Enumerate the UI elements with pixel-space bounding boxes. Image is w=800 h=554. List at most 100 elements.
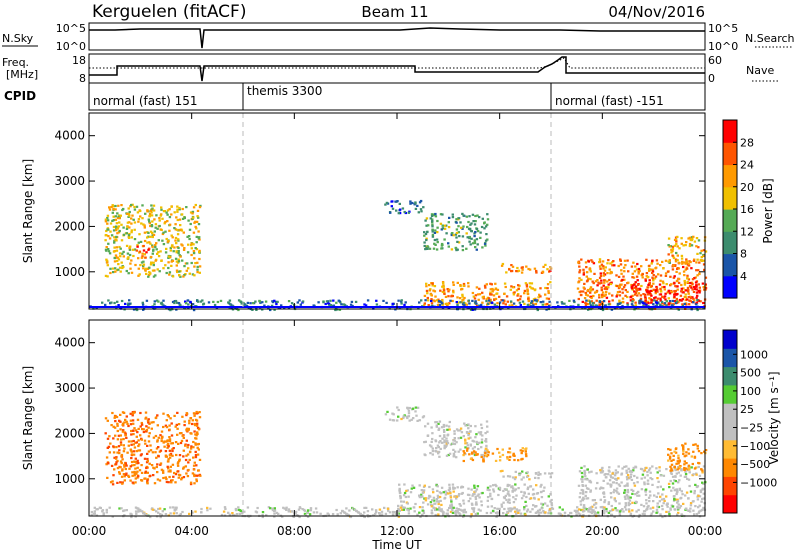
range-cell [521,300,525,303]
range-cell [484,225,488,228]
range-cell [460,492,464,495]
range-cell [669,507,672,510]
range-cell [121,422,125,425]
range-cell [167,481,170,484]
range-cell [184,458,188,462]
range-cell [693,285,696,289]
range-cell [132,422,135,425]
range-cell [698,291,701,294]
range-cell [196,271,199,274]
range-cell [468,228,472,231]
range-cell [699,509,702,512]
range-cell [677,278,681,281]
range-cell [93,506,96,509]
range-cell [683,463,686,466]
range-cell [154,244,157,247]
range-cell [629,296,632,299]
range-cell [187,443,190,447]
range-cell [459,508,462,511]
range-cell [592,509,595,512]
range-cell [676,235,679,238]
range-cell [168,453,172,457]
range-cell [655,467,658,470]
range-cell [682,446,685,449]
range-cell [475,488,479,491]
range-cell [447,290,450,293]
range-cell [112,271,115,274]
range-cell [699,490,703,494]
range-cell [607,303,611,306]
range-cell [637,272,640,275]
range-cell [508,458,511,461]
range-cell [662,497,666,501]
range-cell [407,509,410,512]
range-cell [699,300,702,303]
range-cell [503,488,507,491]
range-cell [117,268,120,271]
range-cell [677,462,680,465]
range-cell [197,448,200,451]
range-cell [530,287,533,290]
range-cell [378,508,382,511]
range-cell [500,503,503,506]
range-cell [508,455,512,458]
range-cell [404,301,407,304]
range-cell [480,438,484,441]
range-cell [169,246,172,250]
cpid-segment-label: normal (fast) -151 [555,94,664,108]
range-cell [625,471,628,474]
range-cell [437,508,440,511]
range-cell [589,489,592,492]
range-cell [689,502,693,505]
range-cell [120,261,123,264]
range-cell [480,303,483,306]
range-cell [165,480,169,484]
range-cell [127,212,131,215]
range-cell [601,291,605,294]
range-cell [131,464,134,467]
range-cell [175,242,178,245]
range-cell [388,511,392,514]
range-cell [619,510,622,513]
range-cell [578,269,582,272]
range-cell [590,259,593,262]
range-cell [132,450,136,453]
range-cell [692,290,696,293]
range-cell [173,509,176,512]
range-cell [187,267,190,270]
range-cell [442,513,445,516]
range-cell [677,457,680,460]
range-cell [537,296,540,299]
range-cell [628,477,631,480]
range-cell [675,251,678,255]
range-cell [123,465,126,468]
range-cell [678,479,681,482]
range-cell [610,476,613,479]
range-cell [176,233,180,236]
range-cell [486,430,489,433]
range-cell [174,299,178,303]
range-cell [625,484,628,487]
range-cell [531,508,534,511]
range-cell [148,271,151,274]
range-cell [261,514,264,517]
range-cell [171,442,174,445]
range-cell [151,245,154,248]
range-cell [172,512,176,515]
sky-noise-label: N.Sky [2,32,34,45]
range-cell [442,491,445,494]
range-cell [134,457,137,460]
range-cell [423,231,426,234]
range-cell [421,509,424,512]
range-cell [421,495,424,498]
range-cell [139,434,142,437]
range-cell [371,514,375,517]
range-cell [683,468,686,471]
range-cell [111,219,114,222]
range-cell [167,458,170,461]
range-cell [461,235,465,238]
range-cell [604,266,607,269]
range-cell [113,468,116,471]
range-cell [510,269,514,273]
